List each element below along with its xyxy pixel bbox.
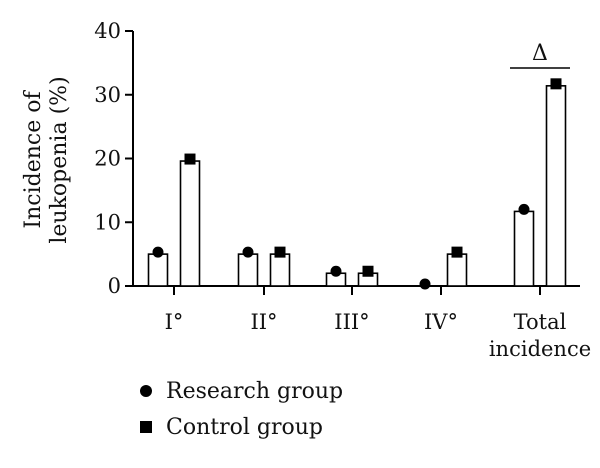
bar-research [237,253,259,287]
bar-control [545,85,567,287]
x-tick-label: I° [165,310,184,334]
x-tick-label: IV° [424,310,458,334]
marker-control [362,265,374,277]
significance-marker: Δ [532,41,548,66]
bar-control [179,160,201,287]
marker-research [330,265,342,277]
bar-research [513,210,535,287]
legend-label: Research group [166,379,343,404]
markers-layer [152,78,562,290]
marker-research [419,278,431,290]
x-tick-label: II° [250,310,277,334]
x-tick-label: Total [514,310,567,334]
marker-control [451,246,463,258]
marker-research [152,246,164,258]
legend-marker-research [140,385,152,397]
bar-research [147,253,169,287]
legend: Research group Control group [140,379,343,440]
y-tick-label: 10 [94,210,121,234]
axes-layer [125,30,580,295]
y-tick-label: 30 [94,83,121,107]
y-axis-label: leukopenia (%) [47,76,72,243]
y-tick-label: 40 [94,19,121,43]
marker-control [184,153,196,165]
legend-label: Control group [166,415,323,440]
marker-research [242,246,254,258]
y-tick-label: 0 [108,274,121,298]
x-tick-label: III° [334,310,369,334]
y-tick-label: 20 [94,147,121,171]
bar-control [446,253,468,287]
bar-control [269,253,291,287]
labels-layer: 0 10 20 30 40 Incidence of leukopenia (%) I° II°… [21,19,591,361]
x-tick-label: incidence [489,337,591,361]
y-axis-label: Incidence of [21,90,46,229]
marker-control [274,246,286,258]
marker-research [518,203,530,215]
legend-marker-control [140,421,152,433]
marker-control [550,78,562,90]
bars-layer [147,85,567,287]
